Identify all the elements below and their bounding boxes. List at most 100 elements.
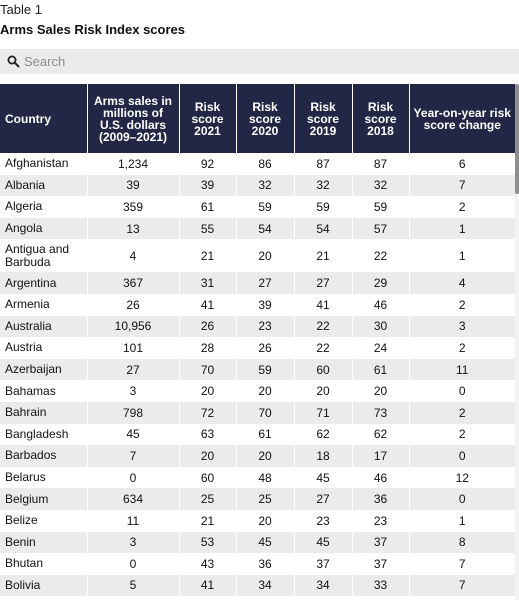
value-cell: 18 [294, 445, 353, 467]
value-cell: 54 [236, 217, 295, 240]
table-row: Albania 39 39 32 32 32 7 [0, 174, 515, 197]
country-cell: Afghanistan [0, 153, 88, 175]
value-cell: 22 [294, 337, 353, 359]
value-cell: 46 [352, 466, 410, 489]
search-bar[interactable] [0, 49, 519, 74]
value-cell: 20 [236, 380, 295, 402]
value-cell: 20 [179, 445, 237, 467]
table-row: Bhutan 0 43 36 37 37 7 [0, 553, 515, 575]
value-cell: 27 [294, 488, 353, 510]
value-cell: 45 [294, 466, 353, 489]
search-input[interactable] [24, 49, 504, 74]
table-row: Argentina 367 31 27 27 29 4 [0, 272, 515, 294]
scrollbar-thumb[interactable] [515, 84, 519, 194]
value-cell: 3 [87, 380, 180, 402]
value-cell: 36 [236, 553, 295, 575]
value-cell: 32 [294, 174, 353, 197]
table-row: Belarus 0 60 48 45 46 12 [0, 466, 515, 489]
value-cell: 27 [236, 272, 295, 294]
column-header[interactable]: Risk score 2020 [236, 84, 295, 153]
value-cell: 367 [87, 272, 180, 294]
value-cell: 634 [87, 488, 180, 510]
country-cell: Australia [0, 315, 88, 338]
value-cell: 54 [294, 217, 353, 240]
value-cell: 12 [409, 466, 515, 489]
value-cell: 25 [179, 488, 237, 510]
value-cell: 20 [236, 445, 295, 467]
value-cell: 7 [87, 445, 180, 467]
column-header[interactable]: Arms sales in millions of U.S. dollars (… [87, 84, 180, 153]
value-cell: 3 [409, 315, 515, 338]
value-cell: 20 [236, 509, 295, 532]
value-cell: 86 [236, 153, 295, 175]
value-cell: 22 [352, 239, 410, 273]
value-cell: 71 [294, 401, 353, 424]
value-cell: 28 [179, 337, 237, 359]
value-cell: 11 [87, 509, 180, 532]
value-cell: 27 [87, 358, 180, 381]
value-cell: 798 [87, 401, 180, 424]
value-cell: 36 [352, 488, 410, 510]
value-cell: 59 [352, 196, 410, 218]
table-row: Armenia 26 41 39 41 46 2 [0, 293, 515, 316]
country-cell: Belgium [0, 488, 88, 510]
column-header[interactable]: Risk score 2019 [294, 84, 353, 153]
value-cell: 61 [236, 423, 295, 446]
table-row: Belgium 634 25 25 27 36 0 [0, 488, 515, 510]
column-header[interactable]: Risk score 2021 [179, 84, 237, 153]
value-cell: 7 [409, 174, 515, 197]
value-cell: 53 [179, 531, 237, 554]
value-cell: 55 [179, 217, 237, 240]
value-cell: 101 [87, 337, 180, 359]
country-cell: Angola [0, 217, 88, 240]
data-table-container[interactable]: Country Arms sales in millions of U.S. d… [0, 84, 519, 597]
value-cell: 87 [294, 153, 353, 175]
table-row: Antigua and Barbuda 4 21 20 21 22 1 [0, 239, 515, 273]
country-cell: Bahrain [0, 401, 88, 424]
value-cell: 1 [409, 239, 515, 273]
value-cell: 0 [409, 380, 515, 402]
value-cell: 37 [294, 553, 353, 575]
value-cell: 73 [352, 401, 410, 424]
value-cell: 62 [294, 423, 353, 446]
value-cell: 0 [409, 445, 515, 467]
country-cell: Benin [0, 531, 88, 554]
value-cell: 37 [352, 531, 410, 554]
arms-sales-table: Country Arms sales in millions of U.S. d… [0, 84, 515, 597]
value-cell: 22 [294, 315, 353, 338]
table-header-row: Country Arms sales in millions of U.S. d… [0, 84, 515, 153]
value-cell: 21 [179, 239, 237, 273]
table-row: Austria 101 28 26 22 24 2 [0, 337, 515, 359]
value-cell: 26 [87, 293, 180, 316]
country-cell: Azerbaijan [0, 358, 88, 381]
value-cell: 59 [294, 196, 353, 218]
value-cell: 27 [294, 272, 353, 294]
value-cell: 45 [87, 423, 180, 446]
value-cell: 5 [87, 574, 180, 597]
value-cell: 20 [352, 380, 410, 402]
value-cell: 1 [409, 217, 515, 240]
value-cell: 41 [294, 293, 353, 316]
value-cell: 92 [179, 153, 237, 175]
column-header[interactable]: Risk score 2018 [352, 84, 410, 153]
value-cell: 21 [294, 239, 353, 273]
value-cell: 62 [352, 423, 410, 446]
value-cell: 2 [409, 196, 515, 218]
value-cell: 2 [409, 401, 515, 424]
value-cell: 43 [179, 553, 237, 575]
value-cell: 39 [179, 174, 237, 197]
table-title: Arms Sales Risk Index scores [0, 22, 185, 37]
value-cell: 0 [87, 466, 180, 489]
value-cell: 2 [409, 337, 515, 359]
value-cell: 63 [179, 423, 237, 446]
country-cell: Bahamas [0, 380, 88, 402]
value-cell: 20 [179, 380, 237, 402]
table-row: Algeria 359 61 59 59 59 2 [0, 196, 515, 218]
value-cell: 0 [409, 488, 515, 510]
column-header[interactable]: Country [0, 84, 88, 153]
scrollbar-track[interactable] [515, 84, 519, 600]
value-cell: 20 [294, 380, 353, 402]
country-cell: Belize [0, 509, 88, 532]
column-header[interactable]: Year-on-year risk score change [409, 84, 515, 153]
value-cell: 39 [87, 174, 180, 197]
